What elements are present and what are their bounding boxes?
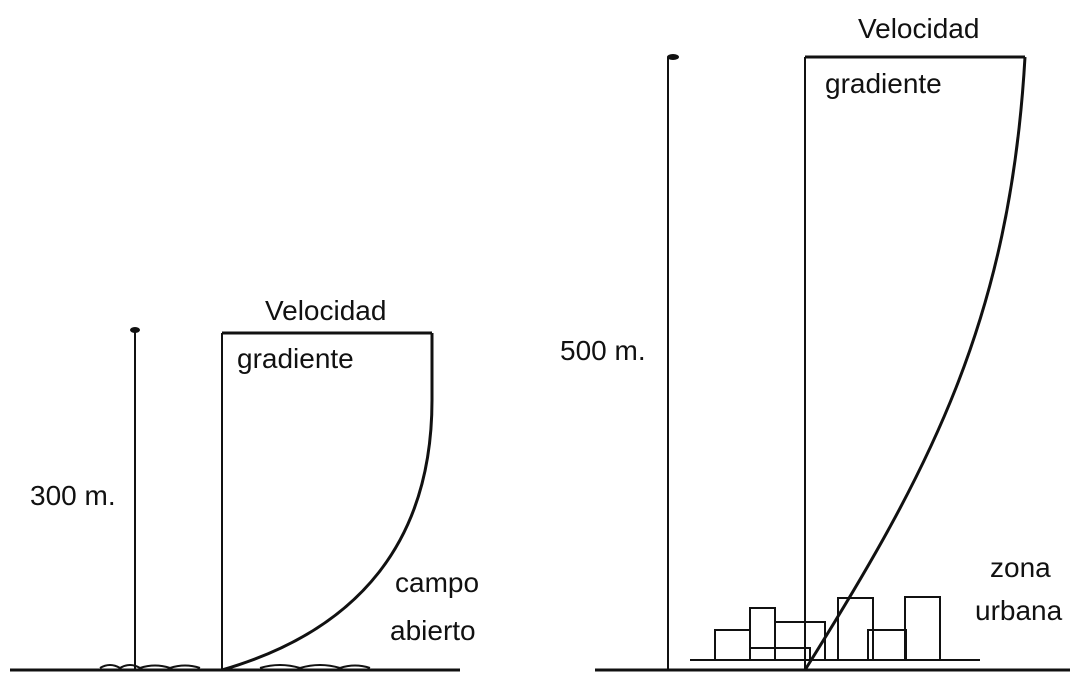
height-label: 300 m.	[30, 480, 116, 511]
gradient-label: Velocidad	[858, 13, 979, 44]
velocity-profile	[803, 56, 1027, 671]
buildings	[690, 596, 980, 661]
terrain-label: campo	[395, 567, 479, 598]
height-label: 500 m.	[560, 335, 646, 366]
left-panel: Velocidad gradiente 300 m. campo abierto	[10, 295, 479, 672]
right-panel: Velocidad gradiente 500 m. zona urbana	[560, 13, 1070, 672]
gradient-label: gradiente	[237, 343, 354, 374]
ground-roughness	[99, 664, 371, 670]
gradient-label: Velocidad	[265, 295, 386, 326]
gradient-label: gradiente	[825, 68, 942, 99]
velocity-profile	[221, 333, 434, 672]
terrain-label: urbana	[975, 595, 1063, 626]
terrain-label: zona	[990, 552, 1051, 583]
axis-tip	[667, 54, 679, 60]
terrain-label: abierto	[390, 615, 476, 646]
axis-tip	[130, 327, 140, 333]
